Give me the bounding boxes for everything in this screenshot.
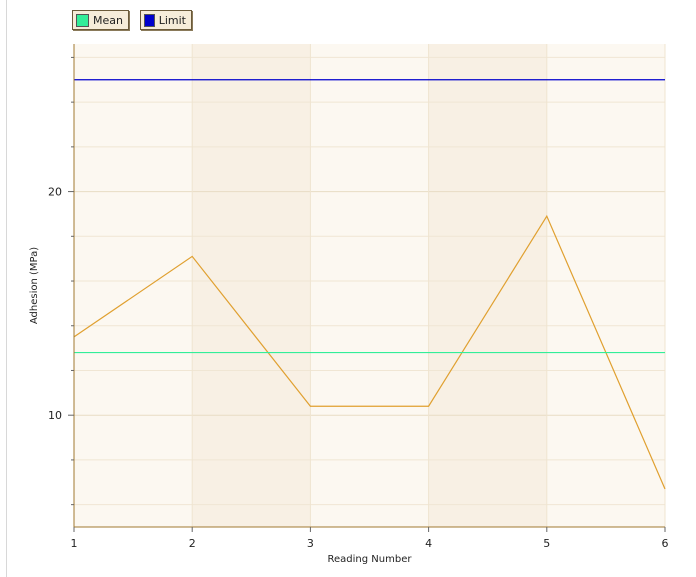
axes <box>68 44 666 532</box>
plot-area <box>74 44 665 527</box>
mean-swatch <box>76 13 90 27</box>
legend-limit-label: Limit <box>158 13 186 27</box>
x-axis-title: Reading Number <box>328 554 413 565</box>
legend-limit[interactable]: Limit <box>140 10 192 30</box>
x-tick-label: 4 <box>425 537 432 550</box>
y-tick-label: 20 <box>48 186 62 199</box>
x-tick-label: 2 <box>189 537 196 550</box>
series-layer <box>73 79 666 490</box>
y-axis-title: Adhesion (MPa) <box>29 247 40 324</box>
y-tick-label: 10 <box>48 409 62 422</box>
plot-band <box>192 44 311 527</box>
x-tick-label: 3 <box>307 537 314 550</box>
legend-mean-label: Mean <box>93 13 123 27</box>
plot-background <box>74 44 665 527</box>
limit-swatch <box>144 13 155 27</box>
x-tick-label: 5 <box>543 537 550 550</box>
frame-border <box>6 0 7 577</box>
plot-band <box>428 44 547 527</box>
tick-labels: 10 20 1 2 3 4 5 6 <box>48 186 669 550</box>
x-tick-label: 1 <box>71 537 78 550</box>
legend-mean[interactable]: Mean <box>72 10 129 30</box>
grid-lines <box>73 44 666 527</box>
x-tick-label: 6 <box>662 537 669 550</box>
series-data-line <box>73 214 666 490</box>
